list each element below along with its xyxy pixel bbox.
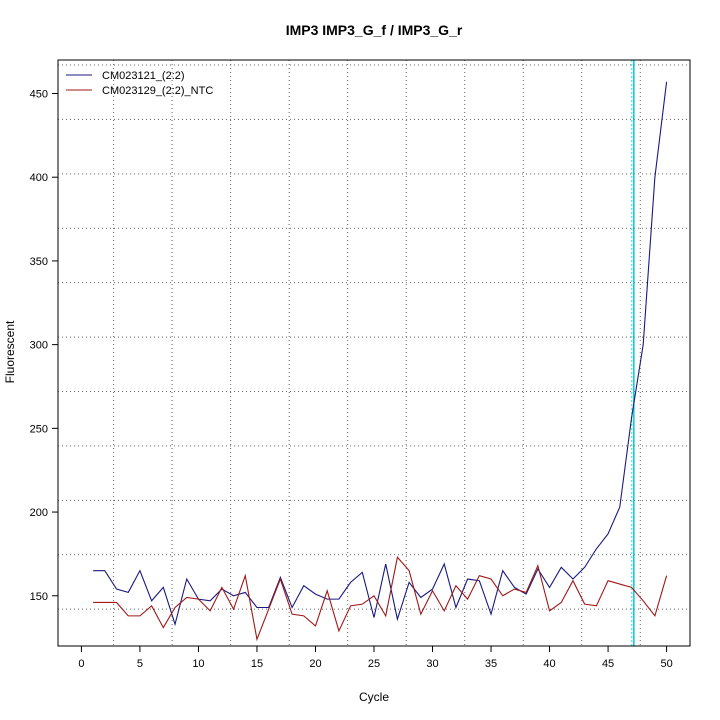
- x-tick-label: 10: [192, 658, 204, 670]
- legend: CM023121_(2:2) CM023129_(2:2)_NTC: [66, 70, 213, 97]
- y-tick-label: 150: [30, 591, 48, 603]
- x-tick-label: 35: [485, 658, 497, 670]
- series-lines: [93, 81, 668, 642]
- x-tick-label: 15: [251, 658, 263, 670]
- legend-label-2: CM023129_(2:2)_NTC: [102, 85, 213, 97]
- series-line-2: [93, 556, 668, 642]
- y-tick-label: 450: [30, 88, 48, 100]
- y-tick-label: 200: [30, 507, 48, 519]
- y-tick-label: 300: [30, 340, 48, 352]
- y-axis: 150 200 250 300 350 400 450: [30, 88, 58, 603]
- x-tick-label: 30: [426, 658, 438, 670]
- y-tick-label: 400: [30, 172, 48, 184]
- x-tick-label: 20: [309, 658, 321, 670]
- x-tick-label: 50: [660, 658, 672, 670]
- chart-title: IMP3 IMP3_G_f / IMP3_G_r: [286, 22, 463, 38]
- x-tick-label: 25: [368, 658, 380, 670]
- y-tick-label: 350: [30, 256, 48, 268]
- y-tick-label: 250: [30, 423, 48, 435]
- series-line-1: [93, 81, 668, 627]
- y-axis-label: Fluorescent: [3, 320, 17, 383]
- x-axis-label: Cycle: [359, 690, 389, 704]
- x-tick-label: 45: [602, 658, 614, 670]
- x-tick-label: 5: [137, 658, 143, 670]
- x-tick-label: 40: [543, 658, 555, 670]
- legend-label-1: CM023121_(2:2): [102, 70, 185, 82]
- grid-lines: [58, 60, 690, 646]
- x-tick-label: 0: [78, 658, 84, 670]
- x-axis: 0 5 10 15 20 25 30 35 40 45 50: [78, 646, 673, 670]
